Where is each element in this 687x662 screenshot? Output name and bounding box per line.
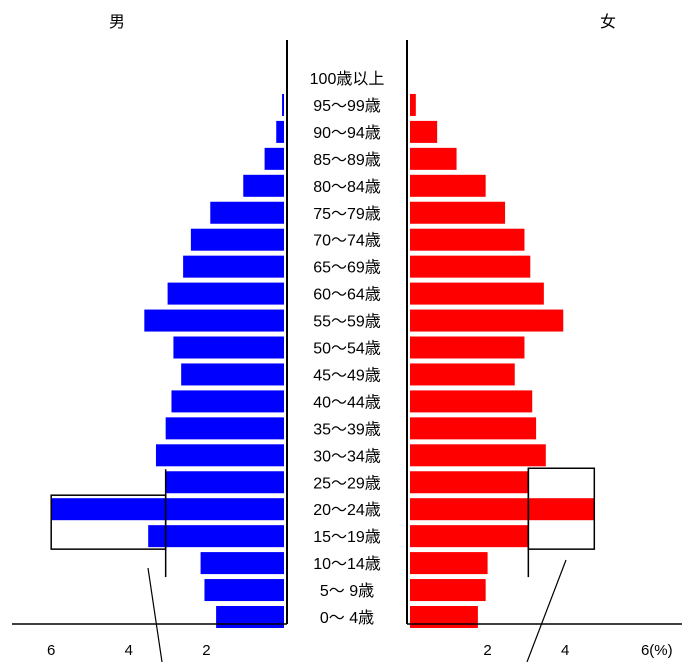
male-bar [144,309,284,332]
male-label: 男 [109,14,125,31]
age-group-label: 75〜79歳 [313,205,381,223]
age-group-label: 20〜24歳 [313,501,381,519]
male-bar [282,93,284,116]
female-bar [410,471,529,494]
male-bar [181,363,284,386]
male-highlight-box [50,494,167,550]
age-group-label: 35〜39歳 [313,420,381,438]
female-bar [410,444,546,467]
male-bar [155,444,284,467]
female-bar [410,309,564,332]
female-highlight-box [527,467,596,550]
axes-layer: 6 4 2 2 4 6(%) [12,40,682,659]
age-group-label: 25〜29歳 [313,474,381,492]
female-bar [410,228,525,251]
male-tick-label: 2 [202,642,210,659]
bars-layer [51,93,595,628]
female-bar [410,336,525,359]
age-group-label: 0〜 4歳 [320,609,374,627]
female-bar [410,255,531,278]
age-group-label: 80〜84歳 [313,178,381,196]
female-tick-label: 6(%) [641,642,673,659]
female-pointer-line [526,559,567,662]
male-tick-label: 4 [125,642,133,659]
age-group-label: 70〜74歳 [313,232,381,250]
age-group-label: 100歳以上 [310,70,385,88]
male-bar [276,120,284,143]
age-group-label: 10〜14歳 [313,555,381,573]
male-bar [171,390,284,413]
male-bar [200,552,284,575]
male-bar [165,471,284,494]
male-bar [173,336,284,359]
male-pointer-line [147,567,163,662]
age-group-label: 65〜69歳 [313,259,381,277]
male-bar [167,282,284,305]
female-bar [410,390,533,413]
male-bar [216,606,284,628]
female-bar [410,552,488,575]
age-group-label: 60〜64歳 [313,286,381,304]
age-group-label: 95〜99歳 [313,97,381,115]
male-bar [148,525,284,548]
male-bar [51,498,285,521]
female-bar [410,201,506,224]
age-group-label: 55〜59歳 [313,313,381,331]
female-bar [410,282,544,305]
female-tick-label: 4 [561,642,569,659]
female-bar [410,525,529,548]
female-bar [410,498,595,521]
annotation-layer [50,467,596,662]
female-bar [410,147,457,170]
age-group-label: 50〜54歳 [313,340,381,358]
female-bar [410,606,478,628]
male-bar [243,174,284,197]
female-bar [410,174,486,197]
male-bar [210,201,284,224]
age-group-label: 5〜 9歳 [320,582,374,600]
female-label: 女 [600,12,616,31]
female-bar [410,579,486,602]
male-bar [264,147,284,170]
female-tick-label: 2 [483,642,491,659]
age-labels-layer: 100歳以上 95〜99歳 90〜94歳 85〜89歳 80〜84歳 75〜79歳 70〜7… [310,70,385,627]
age-group-label: 90〜94歳 [313,124,381,142]
female-bar [410,93,416,116]
male-bar [204,579,284,602]
male-bar [165,417,284,440]
female-bar [410,120,438,143]
female-bar [410,363,515,386]
male-bar [190,228,284,251]
male-tick-label: 6 [47,642,55,659]
male-bar [183,255,284,278]
female-bar [410,417,537,440]
age-group-label: 15〜19歳 [313,528,381,546]
age-group-label: 45〜49歳 [313,366,381,384]
age-group-label: 40〜44歳 [313,393,381,411]
age-group-label: 85〜89歳 [313,151,381,169]
age-group-label: 30〜34歳 [313,447,381,465]
